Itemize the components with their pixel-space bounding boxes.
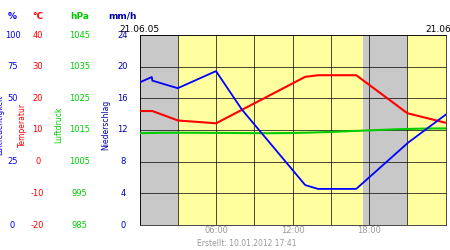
Text: 20: 20 (117, 62, 128, 71)
Text: %: % (8, 12, 17, 21)
Text: 1015: 1015 (69, 126, 90, 134)
Text: 0: 0 (10, 220, 15, 230)
Text: 1045: 1045 (69, 30, 90, 40)
Text: 10: 10 (32, 126, 43, 134)
Text: 16: 16 (117, 94, 128, 103)
Text: 75: 75 (7, 62, 18, 71)
Text: 25: 25 (7, 157, 18, 166)
Text: Luftdruck: Luftdruck (54, 107, 63, 143)
Text: 1005: 1005 (69, 157, 90, 166)
Text: °C: °C (32, 12, 43, 21)
Text: 4: 4 (120, 189, 126, 198)
Text: 20: 20 (32, 94, 43, 103)
Bar (178, 35, 363, 225)
Text: hPa: hPa (70, 12, 89, 21)
Text: 12: 12 (117, 126, 128, 134)
Text: mm/h: mm/h (108, 12, 137, 21)
Text: 1035: 1035 (69, 62, 90, 71)
Text: 30: 30 (32, 62, 43, 71)
Text: 50: 50 (7, 94, 18, 103)
Text: -10: -10 (31, 189, 45, 198)
Text: 0: 0 (35, 157, 40, 166)
Text: 24: 24 (117, 30, 128, 40)
Text: -20: -20 (31, 220, 45, 230)
Text: 0: 0 (120, 220, 126, 230)
Text: Niederschlag: Niederschlag (102, 100, 111, 150)
Text: Temperatur: Temperatur (18, 103, 27, 147)
Bar (407, 35, 446, 225)
Text: 995: 995 (72, 189, 87, 198)
Text: Erstellt: 10.01.2012 17:41: Erstellt: 10.01.2012 17:41 (197, 238, 297, 248)
Text: 100: 100 (4, 30, 20, 40)
Text: 40: 40 (32, 30, 43, 40)
Text: 985: 985 (72, 220, 87, 230)
Text: Luftfeuchtigkeit: Luftfeuchtigkeit (0, 95, 4, 155)
Text: 1025: 1025 (69, 94, 90, 103)
Text: 8: 8 (120, 157, 126, 166)
